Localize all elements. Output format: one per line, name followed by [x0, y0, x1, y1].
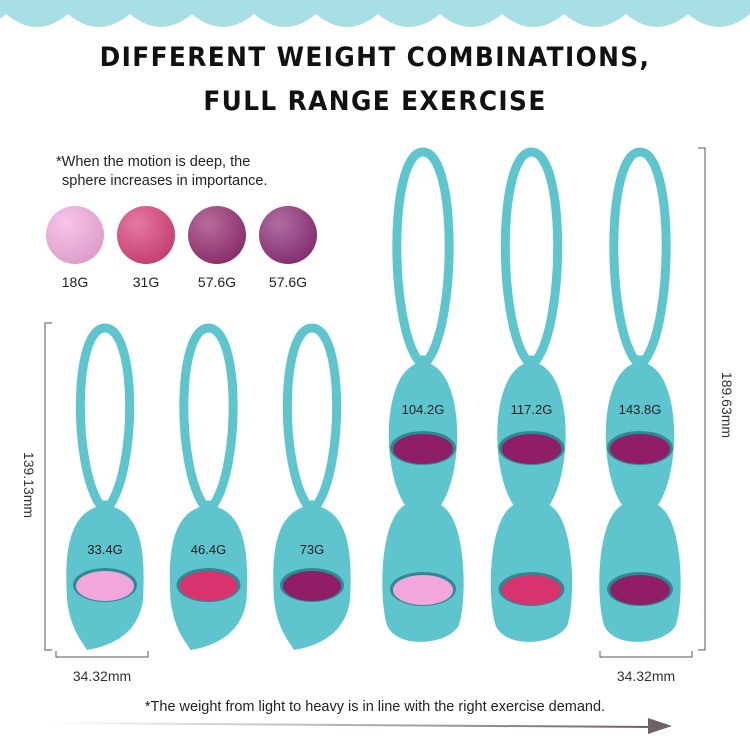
double-ball-product: 143.8G [599, 147, 681, 642]
top-note-line-2: sphere increases in importance. [62, 173, 268, 189]
left-height-label: 139.13mm [21, 452, 37, 518]
left-height-bracket [44, 322, 52, 651]
double-ball-product: 117.2G [490, 147, 573, 642]
single-ball-product: 73G [273, 323, 351, 650]
ball-body [382, 362, 464, 642]
upper-ball-window [501, 434, 562, 464]
sphere-2 [117, 206, 175, 264]
product-weight-label: 117.2G [511, 402, 553, 417]
product-weight-label: 104.2G [402, 402, 445, 417]
right-height-bracket [698, 147, 706, 651]
sphere-1 [46, 206, 104, 264]
weight-ball-window [283, 571, 341, 601]
upper-ball-window [393, 434, 453, 464]
single-ball-product: 46.4G [169, 323, 248, 650]
sphere-3 [188, 206, 246, 264]
sphere-weight-label: 31G [132, 274, 160, 290]
product-weight-label: 143.8G [619, 402, 662, 417]
weight-ball-window [76, 571, 134, 601]
lower-ball-window [393, 575, 453, 605]
top-note-line-1: *When the motion is deep, the [56, 154, 251, 170]
ball-body [490, 362, 573, 642]
single-ball-product: 33.4G [66, 323, 144, 650]
sphere-weight-label: 57.6G [197, 274, 237, 290]
right-width-bracket [599, 651, 693, 658]
title-line-1: DIFFERENT WEIGHT COMBINATIONS, [99, 42, 651, 73]
ball-body [599, 362, 681, 642]
product-weight-label: 33.4G [87, 542, 122, 557]
right-width-label: 34.32mm [617, 668, 675, 684]
sphere-weight-label: 57.6G [268, 274, 308, 290]
wave-border [0, 0, 750, 27]
lower-ball-window [501, 575, 562, 605]
upper-ball-window [610, 434, 670, 464]
progression-arrow [48, 718, 672, 734]
dimension-lines [44, 147, 706, 658]
product-weight-label: 46.4G [191, 542, 226, 557]
product-weight-label: 73G [300, 542, 325, 557]
left-width-label: 34.32mm [73, 668, 131, 684]
sphere-weight-label: 18G [61, 274, 89, 290]
title-line-2: FULL RANGE EXERCISE [203, 86, 547, 117]
right-height-label: 189.63mm [719, 372, 735, 438]
sphere-4 [259, 206, 317, 264]
weight-ball-window [179, 571, 238, 601]
lower-ball-window [610, 575, 670, 605]
bottom-note: *The weight from light to heavy is in li… [145, 699, 605, 715]
left-width-bracket [55, 651, 149, 658]
double-ball-product: 104.2G [382, 147, 464, 642]
top-note: *When the motion is deep, the sphere inc… [56, 153, 268, 191]
